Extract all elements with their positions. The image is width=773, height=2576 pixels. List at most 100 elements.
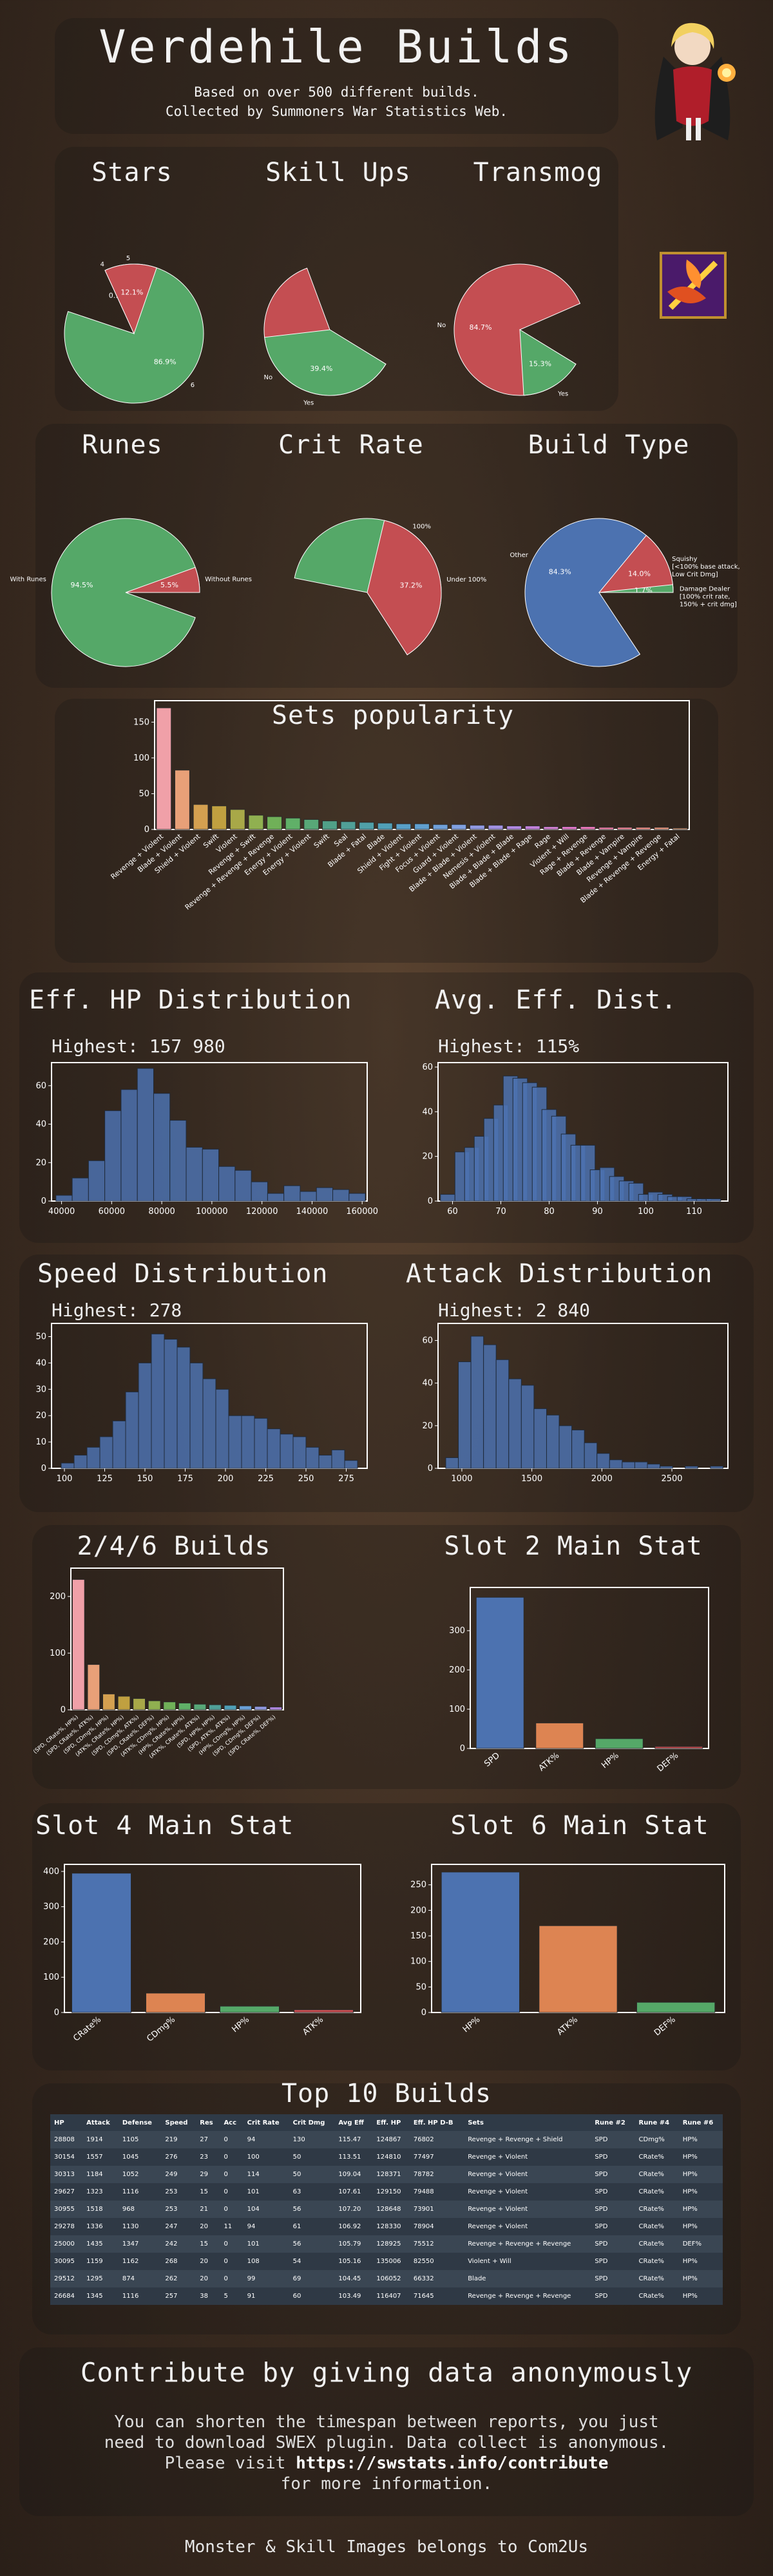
histogram-bar [61, 1463, 75, 1469]
pie-percent-label: 1.7% [635, 586, 653, 594]
table-row: 25000 1435 1347 242 15 0 101 56 105.79 128925 7551… [50, 2235, 723, 2253]
bar [211, 805, 227, 830]
x-tick-label: DEF% [653, 2015, 678, 2038]
pie-percent-label: 86.9% [154, 357, 177, 366]
histogram-bar [508, 1378, 522, 1469]
table-cell: 108 [243, 2253, 289, 2270]
stars-pie-chart: 86.9%60.9%412.1%5 [64, 255, 204, 404]
table-cell: CRate% [635, 2166, 679, 2183]
histogram-bar [710, 1466, 723, 1469]
table-cell: 29512 [50, 2270, 83, 2287]
table-cell: 54 [289, 2253, 335, 2270]
y-tick-label: 40 [35, 1358, 46, 1368]
x-tick-label: 40000 [48, 1207, 75, 1217]
y-tick-label: 0 [428, 1464, 433, 1473]
bar [269, 1707, 283, 1710]
x-tick-label: 160000 [346, 1207, 378, 1217]
table-cell: HP% [678, 2287, 723, 2305]
table-cell: 262 [161, 2270, 196, 2287]
bar [72, 1579, 85, 1710]
table-cell: 0 [220, 2148, 243, 2166]
y-tick-label: 300 [449, 1626, 465, 1636]
pie-percent-label: 94.5% [71, 581, 93, 589]
table-cell: 56 [289, 2201, 335, 2218]
table-cell: CRate% [635, 2287, 679, 2305]
table-cell: 874 [118, 2270, 162, 2287]
bar [146, 1993, 205, 2013]
table-row: 29627 1323 1116 253 15 0 101 63 107.61 129150 7948… [50, 2183, 723, 2201]
contribute-line-3: Please visit https://swstats.info/contri… [0, 2453, 773, 2474]
ehp-histogram: 0 20 40 60 40000 60000 80000 100000 120000 140000… [35, 1062, 378, 1217]
bar [377, 822, 393, 830]
table-cell: 268 [161, 2253, 196, 2270]
table-cell: 276 [161, 2148, 196, 2166]
histogram-bar [153, 1093, 171, 1202]
histogram-bar [202, 1378, 216, 1469]
histogram-bar [558, 1425, 573, 1469]
table-cell: SPD [591, 2183, 635, 2201]
histogram-bar [520, 1385, 535, 1469]
y-tick-label: 250 [410, 1880, 426, 1890]
y-tick-label: 20 [35, 1158, 46, 1168]
header-panel [55, 18, 618, 134]
table-cell: Revenge + Violent [464, 2148, 591, 2166]
table-header-row: HP Attack Defense Speed Res Acc Crit Rate Crit … [50, 2114, 723, 2131]
avgeff-histogram: 0 20 40 60 60 70 80 90 100 110 [422, 1062, 729, 1217]
histogram-bar [218, 1166, 236, 1202]
pie-category-label: 4 [100, 261, 104, 268]
table-cell: SPD [591, 2235, 635, 2253]
bar [636, 2002, 716, 2013]
table-cell: 28808 [50, 2131, 83, 2148]
contribute-line-3-prefix: Please visit [164, 2454, 296, 2473]
table-cell: 104.45 [334, 2270, 373, 2287]
y-tick-label: 400 [43, 1867, 59, 1877]
x-tick-label: 225 [258, 1474, 274, 1484]
bar [359, 822, 375, 830]
x-tick-label: 80 [544, 1207, 555, 1217]
x-tick-label: 200 [218, 1474, 234, 1484]
table-cell: 114 [243, 2166, 289, 2183]
avgeff-title: Avg. Eff. Dist. [435, 985, 678, 1015]
histogram-bar [660, 1466, 673, 1469]
bar [133, 1698, 146, 1710]
builds246-title: 2/4/6 Builds [77, 1531, 271, 1561]
contribute-link[interactable]: https://swstats.info/contribute [296, 2454, 609, 2473]
bar [562, 826, 577, 830]
table-header-cell: Avg Eff [334, 2114, 373, 2131]
bar [303, 819, 320, 830]
table-cell: 29278 [50, 2218, 83, 2235]
x-tick-label: 110 [686, 1207, 702, 1217]
table-cell: HP% [678, 2201, 723, 2218]
pie-percent-label: 5.5% [160, 581, 178, 589]
x-tick-label: 60000 [99, 1207, 125, 1217]
table-cell: 101 [243, 2183, 289, 2201]
pie-category-label: Low Crit Dmg] [672, 571, 718, 578]
table-cell: HP% [678, 2218, 723, 2235]
table-cell: 30955 [50, 2201, 83, 2218]
bar [340, 821, 356, 830]
x-tick-label: 275 [338, 1474, 354, 1484]
histogram-bar [622, 1461, 635, 1469]
histogram-bar [546, 1414, 560, 1469]
table-cell: 73901 [409, 2201, 464, 2218]
slot4-title: Slot 4 Main Stat [35, 1811, 294, 1841]
x-tick-label: CDmg% [145, 2015, 177, 2044]
y-tick-label: 200 [449, 1665, 465, 1675]
attack-highest: Highest: 2 840 [438, 1300, 591, 1321]
pie-slice [519, 329, 577, 396]
x-tick-label: 150 [137, 1474, 153, 1484]
table-cell: 94 [243, 2131, 289, 2148]
table-cell: 20 [196, 2218, 220, 2235]
pie-category-label: Damage Dealer [680, 585, 730, 592]
table-cell: 38 [196, 2287, 220, 2305]
table-cell: 124867 [372, 2131, 410, 2148]
contribute-line-4: for more information. [280, 2474, 493, 2494]
slot6-bar-chart: 0 50 100 150 200 250 HP% ATK% DEF% [410, 1864, 725, 2038]
speed-histogram: 0 10 20 30 40 50 100 125 150 175 200 225 250 275 [35, 1323, 368, 1484]
pie-category-label: With Runes [10, 576, 46, 583]
table-cell: HP% [678, 2270, 723, 2287]
bar [87, 1664, 100, 1710]
x-tick-label: HP% [230, 2015, 251, 2035]
runes-title: Runes [82, 430, 163, 460]
